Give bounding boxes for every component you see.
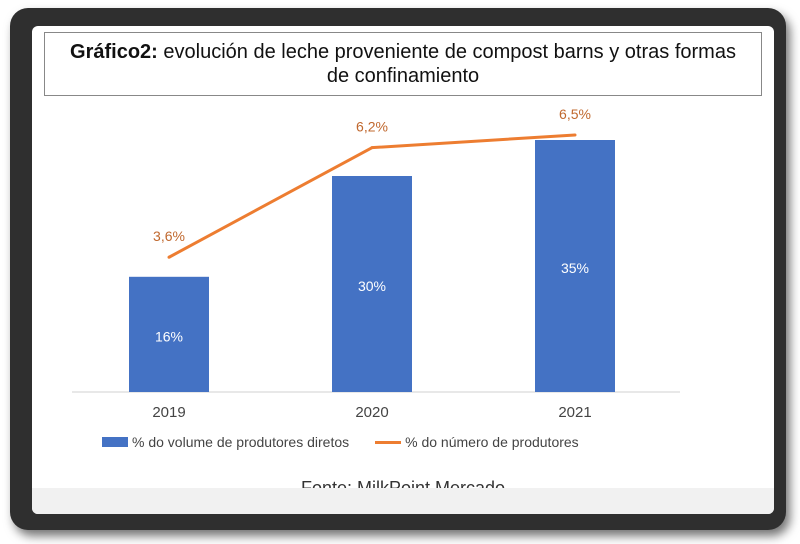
line-label-2021: 6,5% xyxy=(559,106,591,122)
legend-item-volume: % do volume de produtores diretos xyxy=(102,434,349,450)
chart-title: Gráfico2: evolución de leche proveniente… xyxy=(44,32,762,96)
bar-2019 xyxy=(129,276,209,392)
combo-chart: 16% 2019 30% 2020 35% 2021 3,6% 6,2% 6,5% xyxy=(72,106,680,421)
bar-2021 xyxy=(535,140,615,392)
title-prefix: Gráfico2: xyxy=(70,41,158,63)
bar-label-2021: 35% xyxy=(561,260,589,276)
legend-label-volume: % do volume de produtores diretos xyxy=(132,434,350,450)
bottom-band xyxy=(32,488,774,514)
legend-item-number: % do número de produtores xyxy=(375,434,579,450)
x-tick-2019: 2019 xyxy=(152,404,185,421)
x-tick-2020: 2020 xyxy=(355,404,388,421)
line-label-2020: 6,2% xyxy=(356,119,388,135)
line-point-2021 xyxy=(573,133,577,137)
chart-panel: Gráfico2: evolución de leche proveniente… xyxy=(32,26,774,514)
line-point-2020 xyxy=(370,146,374,150)
line-point-2019 xyxy=(167,255,171,259)
bar-2020 xyxy=(332,176,412,392)
legend-swatch-line xyxy=(375,440,402,444)
screenshot-frame: Gráfico2: evolución de leche proveniente… xyxy=(10,8,786,530)
bar-label-2019: 16% xyxy=(155,328,183,344)
title-text: evolución de leche proveniente de compos… xyxy=(157,41,736,87)
bar-label-2020: 30% xyxy=(358,278,386,294)
legend: % do volume de produtores diretos % do n… xyxy=(102,434,605,450)
legend-label-number: % do número de produtores xyxy=(405,434,579,450)
line-label-2019: 3,6% xyxy=(153,228,185,244)
x-tick-2021: 2021 xyxy=(558,404,591,421)
legend-swatch-bar xyxy=(102,437,128,447)
